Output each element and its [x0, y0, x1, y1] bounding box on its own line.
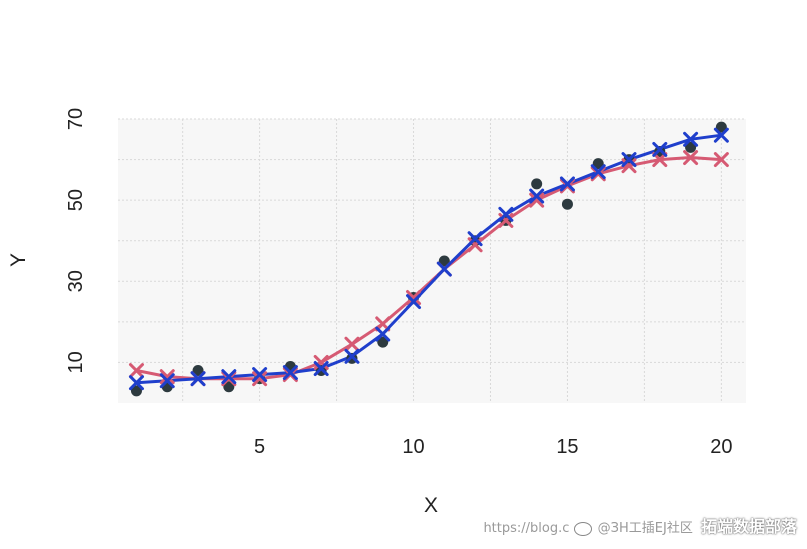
- series-marker-2: [190, 371, 206, 387]
- series-marker-2: [344, 348, 360, 364]
- data-point: [438, 255, 450, 267]
- x-tick-label: 10: [402, 436, 424, 458]
- series-marker-2: [621, 152, 637, 168]
- series-marker-2: [590, 164, 606, 180]
- watermark-brand: 拓端数据部落: [700, 517, 797, 536]
- series-marker-1: [652, 152, 668, 168]
- data-point: [715, 121, 727, 133]
- series-marker-1: [252, 371, 268, 387]
- series-marker-1: [713, 152, 729, 168]
- series-marker-2: [128, 375, 144, 391]
- series-marker-2: [683, 131, 699, 147]
- x-axis-title: X: [424, 494, 438, 517]
- series-marker-1: [344, 336, 360, 352]
- series-marker-1: [128, 363, 144, 379]
- y-tick-label: 10: [65, 351, 87, 373]
- series-marker-2: [652, 141, 668, 157]
- plot-panel: [118, 119, 746, 403]
- series-marker-1: [683, 150, 699, 166]
- x-tick-label: 20: [710, 436, 732, 458]
- wechat-icon: [573, 521, 592, 536]
- y-tick-label: 50: [65, 189, 87, 211]
- series-marker-1: [529, 192, 545, 208]
- data-point: [592, 158, 604, 170]
- x-tick-label: 15: [556, 436, 578, 458]
- x-axis-ticks: 5 10 15 20: [254, 436, 732, 458]
- series-marker-2: [406, 294, 422, 310]
- data-point: [561, 198, 573, 210]
- series-marker-1: [406, 290, 422, 306]
- series-marker-1: [159, 369, 175, 385]
- series-marker-2: [375, 326, 391, 342]
- series-marker-2: [559, 176, 575, 192]
- series-marker-2: [436, 261, 452, 277]
- x-tick-label: 5: [254, 436, 265, 458]
- data-point: [377, 336, 389, 348]
- y-axis-ticks: 10 30 50 70: [65, 108, 87, 374]
- data-point: [223, 381, 235, 393]
- y-tick-label: 70: [65, 108, 87, 130]
- series-markers: [128, 127, 729, 391]
- series-marker-2: [498, 206, 514, 222]
- series-marker-2: [159, 373, 175, 389]
- series-marker-2: [221, 369, 237, 385]
- watermark-handle: @ЗН工插EJ社区: [597, 521, 693, 536]
- series-marker-2: [713, 127, 729, 143]
- y-tick-label: 30: [65, 270, 87, 292]
- series-marker-2: [529, 188, 545, 204]
- series-marker-2: [467, 231, 483, 247]
- watermark-url: https://blog.c: [483, 521, 570, 536]
- data-point: [130, 385, 142, 397]
- data-point: [685, 141, 697, 153]
- watermark: https://blog.c @ЗН工插EJ社区 拓端数据部落: [483, 513, 797, 537]
- series-marker-2: [313, 361, 329, 377]
- y-axis-title: Y: [7, 253, 30, 267]
- series-marker-1: [375, 316, 391, 332]
- data-point: [531, 178, 543, 190]
- series-marker-2: [282, 365, 298, 381]
- series-marker-2: [252, 367, 268, 383]
- data-point: [192, 365, 204, 377]
